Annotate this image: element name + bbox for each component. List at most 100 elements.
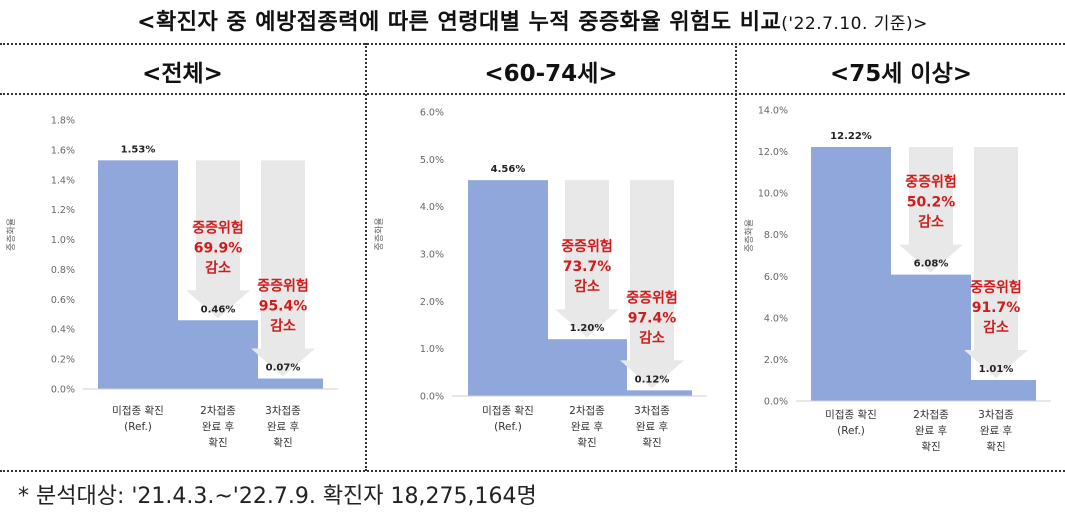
y-tick-label: 0.2% xyxy=(51,355,75,366)
y-tick-label: 0.4% xyxy=(51,325,75,336)
reduction-text-3: 중증위험 xyxy=(626,289,678,306)
panel-title-75plus: <75세 이상> xyxy=(829,61,973,87)
category-label-3: 3차접종 xyxy=(634,405,670,417)
chart-60-74: 중증화율 0.0% 1.0% 2.0% 3.0% 4.0% 5.0% 6.0% 4.56% 미접종… xyxy=(374,108,707,449)
page-title: <확진자 중 예방접종력에 따른 연령대별 누적 중증화율 위험도 비교('22… xyxy=(0,4,1065,36)
reduction-text-2: 69.9% xyxy=(194,240,243,256)
y-tick-label: 0.0% xyxy=(764,397,788,408)
bar-1 xyxy=(98,160,178,389)
y-tick-label: 1.0% xyxy=(51,235,75,246)
category-label-1: (Ref.) xyxy=(837,425,865,437)
bar-2 xyxy=(178,320,258,389)
bar-2 xyxy=(547,339,627,396)
chart-75plus: 중증화율 0.0% 2.0% 4.0% 6.0% 8.0% 10.0% 12.0% 14.0% 1… xyxy=(744,106,1051,453)
reduction-arrow-3 xyxy=(251,160,315,377)
bar-1 xyxy=(811,146,891,401)
y-tick-label: 2.0% xyxy=(420,297,444,308)
y-tick-label: 1.8% xyxy=(51,116,75,127)
category-label-2: 확진 xyxy=(921,440,940,453)
reduction-arrow-3 xyxy=(964,146,1028,379)
category-label-2: 2차접종 xyxy=(913,409,949,421)
y-axis-label: 중증화율 xyxy=(744,219,755,252)
y-tick-label: 4.0% xyxy=(420,202,444,213)
title-date: ('22.7.10. 기준)> xyxy=(781,14,928,34)
bar-2 xyxy=(891,274,971,401)
reduction-text-2: 중증위험 xyxy=(192,219,244,236)
y-tick-label: 1.2% xyxy=(51,205,75,216)
reduction-text-2: 감소 xyxy=(205,259,231,276)
reduction-text-2: 73.7% xyxy=(563,259,612,275)
reduction-arrow-3 xyxy=(620,180,684,389)
reduction-arrow-2 xyxy=(899,146,963,273)
category-label-1: (Ref.) xyxy=(124,421,152,433)
value-label-2: 6.08% xyxy=(914,259,949,270)
category-label-3: 확진 xyxy=(642,436,661,449)
y-tick-label: 2.0% xyxy=(764,355,788,366)
category-label-3: 완료 후 xyxy=(636,420,669,433)
value-label-3: 1.01% xyxy=(979,364,1014,375)
y-tick-label: 14.0% xyxy=(758,106,788,117)
reduction-text-2: 중증위험 xyxy=(905,174,957,191)
reduction-text-3: 95.4% xyxy=(259,299,308,315)
category-label-2: 완료 후 xyxy=(571,420,604,433)
panel-divider-1 xyxy=(365,43,367,471)
y-tick-label: 0.0% xyxy=(51,385,75,396)
reduction-text-2: 50.2% xyxy=(907,195,956,211)
category-label-1: 미접종 확진 xyxy=(825,408,877,421)
reduction-text-3: 감소 xyxy=(639,329,665,346)
y-tick-label: 6.0% xyxy=(420,108,444,119)
panel-title-60-74: <60-74세> xyxy=(484,61,618,87)
y-tick-label: 4.0% xyxy=(764,313,788,324)
panel-title-all: <전체> xyxy=(142,61,223,87)
y-tick-label: 5.0% xyxy=(420,155,444,166)
value-label-1: 1.53% xyxy=(121,144,156,155)
bar-3 xyxy=(612,390,692,396)
y-tick-label: 6.0% xyxy=(764,272,788,283)
category-label-1: (Ref.) xyxy=(494,421,522,433)
category-label-2: 2차접종 xyxy=(569,405,605,417)
value-label-3: 0.07% xyxy=(266,363,301,374)
y-tick-label: 1.0% xyxy=(420,344,444,355)
category-label-2: 완료 후 xyxy=(915,424,948,437)
bar-1 xyxy=(468,180,548,396)
footnote: * 분석대상: '21.4.3.~'22.7.9. 확진자 18,275,164… xyxy=(18,484,537,509)
value-label-3: 0.12% xyxy=(635,374,670,385)
category-label-2: 완료 후 xyxy=(202,420,235,433)
y-tick-label: 8.0% xyxy=(764,230,788,241)
chart-all: 중증화율 0.0% 0.2% 0.4% 0.6% 0.8% 1.0% 1.2% 1.4% 1.6%… xyxy=(6,116,338,449)
value-label-2: 1.20% xyxy=(570,323,605,334)
y-axis-label: 중증화율 xyxy=(6,218,17,251)
category-label-2: 확진 xyxy=(208,436,227,449)
category-label-3: 3차접종 xyxy=(978,409,1014,421)
reduction-arrow-2 xyxy=(186,160,250,319)
reduction-text-3: 감소 xyxy=(270,318,296,335)
y-tick-label: 10.0% xyxy=(758,189,788,200)
category-label-2: 확진 xyxy=(577,436,596,449)
y-tick-label: 0.6% xyxy=(51,295,75,306)
top-divider xyxy=(0,43,1065,45)
panel-divider-2 xyxy=(735,43,737,471)
reduction-text-3: 91.7% xyxy=(972,300,1021,316)
category-label-3: 완료 후 xyxy=(980,424,1013,437)
y-tick-label: 12.0% xyxy=(758,147,788,158)
y-axis-label: 중증화율 xyxy=(374,217,385,250)
bottom-divider xyxy=(0,470,1065,472)
header-divider xyxy=(0,93,1065,95)
value-label-1: 12.22% xyxy=(830,131,872,142)
title-main: <확진자 중 예방접종력에 따른 연령대별 누적 중증화율 위험도 비교 xyxy=(137,10,782,35)
category-label-3: 3차접종 xyxy=(265,405,301,417)
category-label-1: 미접종 확진 xyxy=(482,404,534,417)
reduction-text-3: 중증위험 xyxy=(257,278,309,295)
y-tick-label: 0.0% xyxy=(420,392,444,403)
value-label-1: 4.56% xyxy=(491,164,526,175)
reduction-text-2: 감소 xyxy=(574,278,600,295)
reduction-text-2: 중증위험 xyxy=(561,238,613,255)
value-label-2: 0.46% xyxy=(201,304,236,315)
y-tick-label: 3.0% xyxy=(420,250,444,261)
y-tick-label: 0.8% xyxy=(51,265,75,276)
bar-3 xyxy=(956,380,1036,401)
category-label-2: 2차접종 xyxy=(200,405,236,417)
reduction-text-3: 97.4% xyxy=(628,310,677,326)
category-label-3: 완료 후 xyxy=(267,420,300,433)
category-label-3: 확진 xyxy=(986,440,1005,453)
